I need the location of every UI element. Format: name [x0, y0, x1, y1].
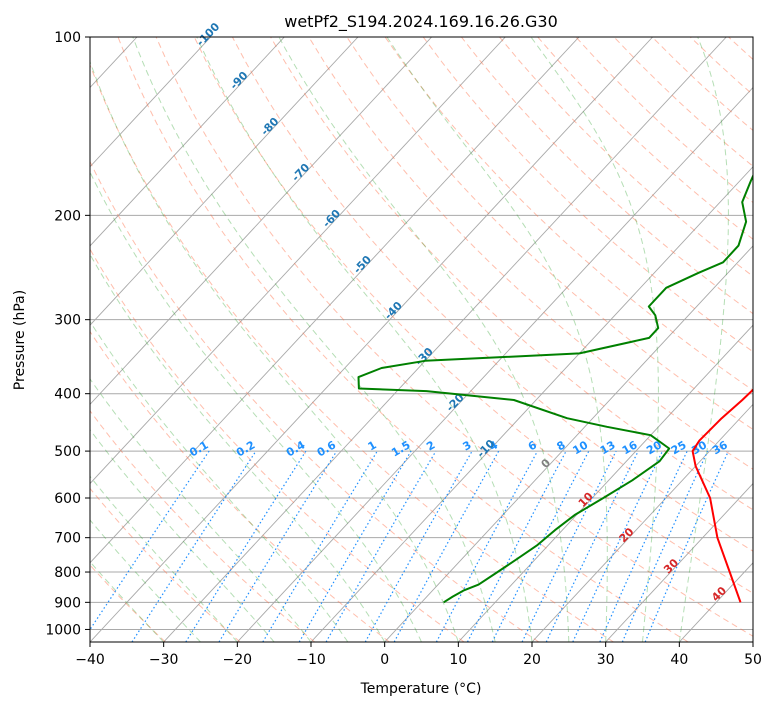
x-tick-label: −20 — [223, 652, 253, 668]
dry-adiabat-line — [270, 37, 753, 511]
moist-adiabat-line — [530, 37, 659, 642]
x-tick-label: −40 — [75, 652, 105, 668]
moist-adiabat-line — [90, 253, 386, 642]
y-tick-label: 200 — [54, 208, 81, 224]
mixing-ratio-line — [131, 450, 257, 642]
y-tick-label: 100 — [54, 30, 81, 46]
dry-adiabat-line — [422, 37, 753, 353]
isotherm-line — [90, 37, 506, 485]
dry-adiabat-line — [308, 37, 753, 470]
moist-adiabat-line — [196, 37, 533, 642]
x-tick-label: 0 — [380, 652, 389, 668]
x-tick-label: 20 — [523, 652, 541, 668]
moist-adiabat-line — [90, 377, 312, 642]
dry-adiabat-line — [117, 37, 689, 642]
x-tick-label: 50 — [744, 652, 762, 668]
reference-lines — [90, 37, 753, 642]
y-tick-label: 800 — [54, 565, 81, 581]
moist-adiabat-line — [90, 60, 459, 642]
isotherm-line — [90, 37, 580, 564]
x-tick-label: −30 — [149, 652, 179, 668]
dry-adiabat-line — [231, 37, 753, 552]
axis-ticks: −40 −30 −20 −10 0 10 20 30 40 50 100 200 300 400 500 60… — [45, 30, 762, 668]
x-tick-label: −10 — [296, 652, 326, 668]
moist-adiabat-line — [90, 320, 349, 642]
y-tick-label: 400 — [54, 387, 81, 403]
y-tick-label: 900 — [54, 595, 81, 611]
mixing-ratio-line — [621, 450, 709, 642]
mixing-ratio-line — [491, 450, 590, 642]
dry-adiabat-line — [346, 37, 753, 431]
moist-adiabat-line — [132, 37, 496, 642]
dry-adiabat-line — [90, 330, 390, 642]
dry-adiabat-line — [90, 63, 614, 642]
mixing-ratio-line — [435, 450, 539, 642]
dry-adiabat-line — [193, 37, 753, 594]
y-tick-label: 700 — [54, 531, 81, 547]
isotherm-line — [90, 37, 285, 247]
dry-adiabat-line — [384, 37, 753, 391]
dry-adiabat-line — [90, 160, 540, 642]
mixing-ratio-line — [90, 450, 210, 631]
profile-lines — [357, 173, 753, 604]
y-tick-label: 1000 — [45, 622, 81, 638]
y-tick-label: 300 — [54, 313, 81, 329]
moist-adiabat-line — [386, 37, 608, 642]
isotherm-line — [90, 37, 432, 406]
isotherm-line — [310, 166, 753, 642]
dry-adiabat-line — [90, 409, 316, 642]
isotherm-line — [605, 482, 753, 642]
moist-adiabat-line — [278, 37, 570, 642]
mixing-ratio-line — [393, 450, 500, 642]
y-tick-label: 500 — [54, 444, 81, 460]
isotherm-line — [237, 86, 753, 642]
chart-title: wetPf2_S194.2024.169.16.26.G30 — [284, 12, 558, 32]
isotherm-line — [90, 37, 211, 168]
y-tick-label: 600 — [54, 491, 81, 507]
y-axis-label: Pressure (hPa) — [12, 290, 28, 390]
x-axis-label: Temperature (°C) — [360, 681, 482, 697]
temperature-line — [691, 388, 753, 603]
moist-adiabat-line — [90, 170, 422, 642]
isotherm-line — [90, 37, 653, 642]
isotherm-line — [90, 37, 359, 326]
dry-adiabat-line — [155, 37, 753, 637]
mixing-ratio-line — [364, 450, 473, 642]
isotherm-line — [163, 37, 727, 642]
isotherm-line — [531, 403, 753, 642]
mixing-ratio-line — [218, 450, 338, 642]
x-tick-label: 30 — [597, 652, 615, 668]
dry-adiabat-line — [90, 487, 241, 642]
mixing-ratio-line — [185, 450, 307, 642]
mixing-ratio-line — [521, 450, 617, 642]
moist-adiabat-line — [678, 37, 729, 642]
dry-adiabat-line — [90, 248, 465, 642]
isotherm-line — [384, 245, 753, 642]
dewpoint-line — [357, 173, 753, 604]
x-tick-label: 40 — [670, 652, 688, 668]
isotherm-line — [458, 324, 753, 642]
plot-frame — [89, 36, 754, 643]
x-tick-label: 10 — [449, 652, 467, 668]
